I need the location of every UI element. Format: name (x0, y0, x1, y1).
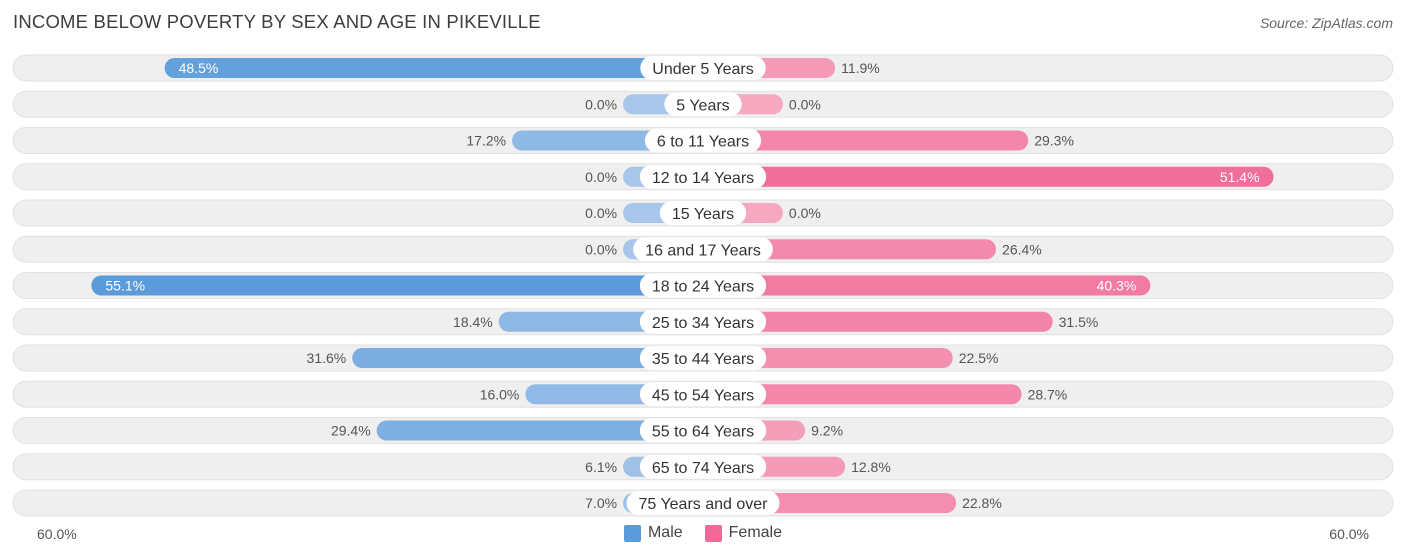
category-pill (639, 309, 767, 334)
category-label: 65 to 74 Years (652, 460, 754, 477)
chart-row: 16.0% 28.7% 45 to 54 Years (12, 380, 1394, 408)
legend-swatch-male (623, 524, 641, 542)
axis-label-right: 60.0% (1329, 526, 1369, 542)
category-label: 15 Years (672, 206, 734, 223)
bar-female (703, 384, 1022, 405)
category-pill (639, 454, 767, 479)
category-pill (639, 382, 767, 407)
value-label-female: 29.3% (1034, 133, 1074, 149)
value-label-male: 29.4% (331, 423, 371, 439)
category-label: 6 to 11 Years (657, 134, 749, 151)
source-note: Source: ZipAtlas.com (1259, 15, 1393, 31)
category-pill (639, 273, 767, 298)
value-label-male: 48.5% (179, 60, 219, 76)
value-label-female: 22.8% (962, 495, 1002, 511)
category-pill (639, 164, 767, 189)
category-label: 12 to 14 Years (652, 170, 754, 187)
chart-row: 0.0% 51.4% 12 to 14 Years (12, 163, 1394, 191)
category-pill (659, 201, 747, 225)
value-label-female: 11.9% (841, 60, 880, 76)
value-label-male: 6.1% (585, 459, 617, 475)
chart-title: INCOME BELOW POVERTY BY SEX AND AGE IN P… (13, 11, 541, 32)
value-label-male: 0.0% (585, 205, 617, 221)
category-label: 45 to 54 Years (652, 387, 754, 404)
value-label-female: 51.4% (1220, 169, 1260, 185)
bar-female (703, 130, 1029, 151)
chart-row: 7.0% 22.8% 75 Years and over (12, 489, 1394, 517)
bar-female (703, 348, 953, 368)
value-label-female: 28.7% (1028, 386, 1068, 402)
value-label-male: 16.0% (480, 386, 520, 402)
category-pill (644, 128, 762, 153)
value-label-male: 0.0% (585, 241, 617, 257)
bar-female (703, 275, 1151, 296)
diverging-bar-chart: 48.5% 11.9% Under 5 Years 0.0% 0.0% 5 Years 17… (12, 54, 1394, 517)
legend-label-male: Male (647, 524, 683, 541)
chart-row: 55.1% 40.3% 18 to 24 Years (12, 272, 1394, 299)
bar-female (703, 239, 997, 260)
category-label: 55 to 64 Years (652, 424, 754, 441)
category-label: 75 Years and over (639, 496, 769, 513)
bar-male (376, 420, 703, 441)
value-label-female: 0.0% (789, 96, 821, 112)
legend-label-female: Female (728, 524, 783, 541)
category-label: 25 to 34 Years (652, 315, 754, 332)
category-pill (639, 346, 767, 370)
value-label-male: 0.0% (585, 96, 617, 112)
chart-row: 18.4% 31.5% 25 to 34 Years (12, 308, 1394, 336)
chart-row: 48.5% 11.9% Under 5 Years (12, 54, 1394, 82)
legend-swatch-female (704, 524, 722, 542)
category-label: Under 5 Years (652, 61, 753, 78)
bar-female (703, 166, 1274, 187)
category-label: 5 Years (676, 97, 729, 114)
bar-male (164, 58, 703, 78)
category-pill (639, 418, 767, 443)
value-label-male: 31.6% (307, 350, 347, 366)
category-label: 16 and 17 Years (645, 242, 761, 259)
bar-male (91, 275, 703, 296)
value-label-male: 17.2% (466, 133, 506, 149)
value-label-female: 0.0% (789, 205, 821, 221)
bar-female (703, 311, 1053, 332)
legend-item-male[interactable]: Male (623, 524, 683, 542)
category-pill (640, 56, 766, 80)
value-label-male: 55.1% (105, 278, 145, 294)
value-label-female: 26.4% (1002, 241, 1042, 257)
legend-item-female[interactable]: Female (704, 524, 783, 542)
category-label: 35 to 44 Years (652, 351, 754, 368)
value-label-male: 7.0% (585, 495, 617, 511)
value-label-male: 0.0% (585, 169, 617, 185)
chart-row: 17.2% 29.3% 6 to 11 Years (12, 127, 1394, 154)
value-label-female: 40.3% (1097, 278, 1137, 294)
chart-row: 0.0% 0.0% 5 Years (12, 90, 1394, 118)
chart-row: 6.1% 12.8% 65 to 74 Years (12, 453, 1394, 481)
category-pill (633, 237, 773, 262)
category-label: 18 to 24 Years (652, 279, 754, 296)
chart-row: 31.6% 22.5% 35 to 44 Years (12, 344, 1394, 372)
chart-row: 29.4% 9.2% 55 to 64 Years (12, 417, 1394, 444)
value-label-female: 22.5% (959, 350, 999, 366)
value-label-male: 18.4% (453, 314, 493, 330)
chart-row: 0.0% 26.4% 16 and 17 Years (12, 235, 1394, 263)
bar-male (352, 348, 703, 368)
legend: Male Female (0, 524, 1406, 542)
category-pill (664, 92, 742, 117)
value-label-female: 31.5% (1059, 314, 1099, 330)
chart-row: 0.0% 0.0% 15 Years (12, 199, 1394, 227)
axis-label-left: 60.0% (37, 526, 77, 542)
value-label-female: 12.8% (851, 459, 891, 475)
value-label-female: 9.2% (811, 423, 843, 439)
category-pill (626, 491, 780, 515)
